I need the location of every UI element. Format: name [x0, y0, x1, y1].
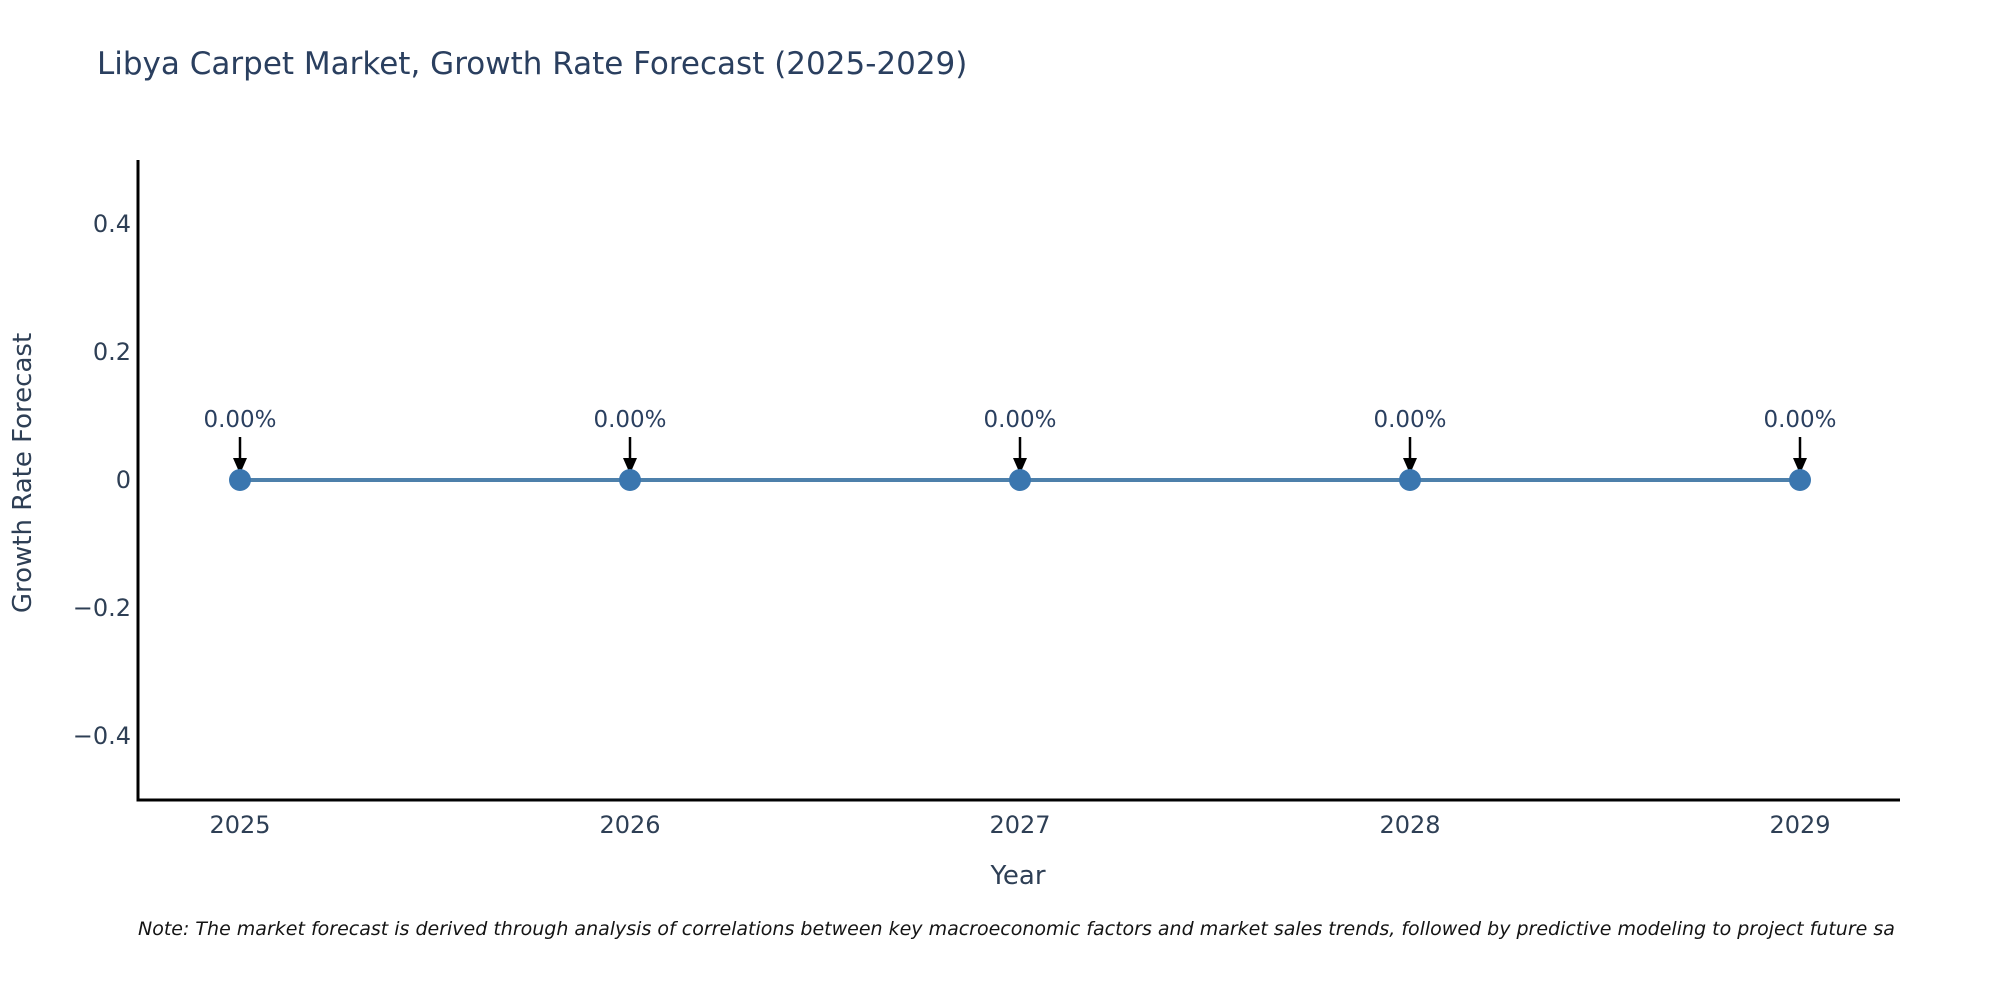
x-tick-label: 2025	[209, 811, 271, 839]
y-tick-label: −0.4	[72, 722, 131, 750]
y-tick-label: 0.2	[92, 338, 131, 366]
chart-footnote: Note: The market forecast is derived thr…	[138, 918, 1895, 940]
annotation-label: 0.00%	[203, 407, 277, 433]
x-tick-label: 2026	[599, 811, 661, 839]
data-point-marker	[619, 469, 641, 491]
y-tick-label: 0.4	[92, 210, 131, 238]
x-tick-label: 2028	[1379, 811, 1441, 839]
annotation-label: 0.00%	[593, 407, 667, 433]
annotation-arrowhead	[1793, 458, 1807, 474]
x-tick-label: 2029	[1769, 811, 1831, 839]
data-point-marker	[229, 469, 251, 491]
data-point-marker	[1009, 469, 1031, 491]
x-tick-label: 2027	[989, 811, 1051, 839]
annotation-arrowhead	[1013, 458, 1027, 474]
y-tick-label: 0	[115, 466, 131, 494]
y-axis-title: Growth Rate Forecast	[8, 332, 38, 614]
annotation-arrowhead	[623, 458, 637, 474]
annotation-label: 0.00%	[983, 407, 1057, 433]
y-tick-label: −0.2	[72, 594, 131, 622]
data-point-marker	[1399, 469, 1421, 491]
annotation-label: 0.00%	[1373, 407, 1447, 433]
chart-title: Libya Carpet Market, Growth Rate Forecas…	[97, 46, 968, 82]
data-point-marker	[1789, 469, 1811, 491]
annotation-arrowhead	[1403, 458, 1417, 474]
annotation-label: 0.00%	[1763, 407, 1837, 433]
annotation-arrowhead	[233, 458, 247, 474]
x-axis-title: Year	[990, 861, 1046, 891]
